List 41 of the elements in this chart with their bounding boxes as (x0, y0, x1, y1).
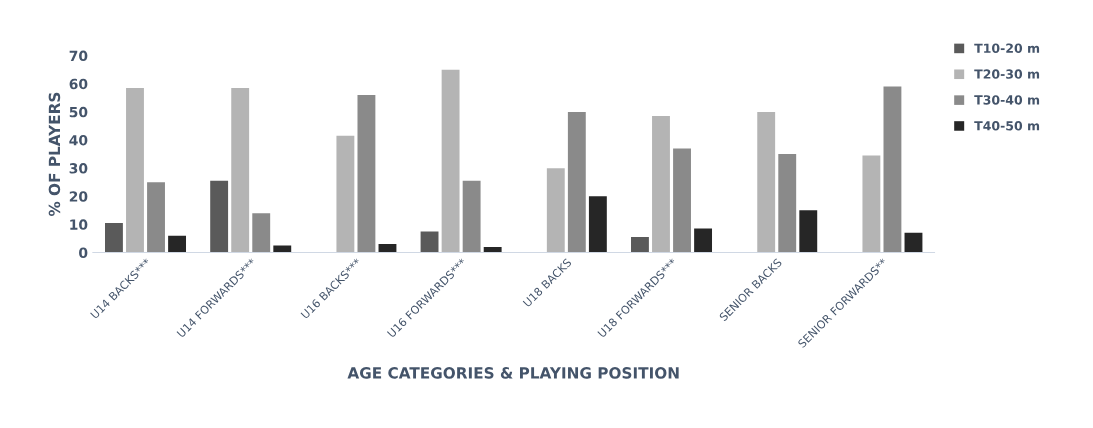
bar (168, 235, 187, 253)
bar (631, 237, 649, 253)
bar (673, 148, 691, 253)
bar (883, 86, 902, 253)
bar (420, 231, 439, 253)
bar (336, 135, 355, 253)
bar (357, 95, 376, 253)
bar (652, 116, 670, 253)
bar (252, 213, 271, 253)
y-tick-label: 0 (79, 247, 88, 258)
bar (231, 87, 250, 253)
y-tick-label: 60 (69, 78, 88, 90)
bar (567, 111, 586, 253)
x-axis-title: AGE CATEGORIES & PLAYING POSITION (347, 367, 679, 379)
legend-label: T40-50 m (974, 121, 1040, 131)
bar (273, 245, 292, 253)
bar (210, 180, 229, 253)
legend-label: T10-20 m (974, 43, 1040, 53)
bar (105, 222, 123, 253)
bar (378, 244, 397, 253)
bar (462, 180, 481, 253)
y-tick-label: 20 (69, 191, 88, 202)
legend-label: T20-30 m (974, 69, 1040, 79)
bar (441, 69, 460, 253)
bar (757, 111, 776, 253)
y-tick-label: 10 (70, 219, 88, 230)
bar (147, 182, 165, 253)
bar (588, 196, 607, 253)
bar (546, 168, 565, 253)
bar (778, 154, 797, 253)
y-tick-label: 50 (69, 106, 88, 118)
bar (126, 87, 144, 253)
legend-label: T30-40 m (974, 95, 1040, 105)
bar (799, 210, 818, 253)
y-tick-label: 40 (69, 134, 88, 146)
y-axis-title: % OF PLAYERS (48, 92, 61, 217)
bar (862, 155, 881, 253)
bar (904, 232, 923, 253)
bar (694, 228, 713, 253)
y-tick-label: 30 (69, 163, 88, 174)
y-tick-label: 70 (69, 50, 88, 62)
